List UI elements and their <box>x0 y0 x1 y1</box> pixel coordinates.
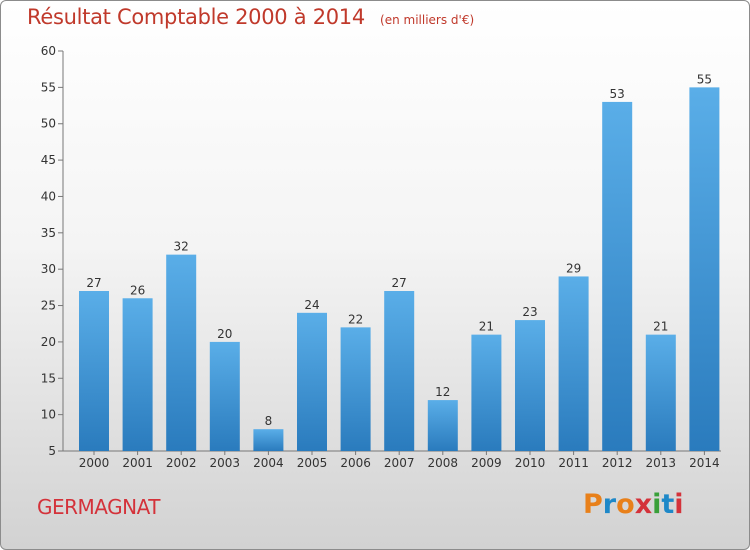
value-label-2007: 27 <box>392 276 407 290</box>
value-label-2000: 27 <box>86 276 101 290</box>
value-label-2008: 12 <box>435 385 450 399</box>
y-tick-label: 50 <box>41 117 56 131</box>
y-tick-label: 15 <box>41 371 56 385</box>
x-tick-label-2012: 2012 <box>602 456 633 470</box>
x-tick-label-2004: 2004 <box>253 456 284 470</box>
x-tick-label-2008: 2008 <box>428 456 459 470</box>
title-row: Résultat Comptable 2000 à 2014 (en milli… <box>27 5 474 29</box>
bar-2013 <box>645 334 676 451</box>
x-tick-label-2013: 2013 <box>646 456 677 470</box>
chart-subtitle: (en milliers d'€) <box>380 13 475 27</box>
value-label-2002: 32 <box>174 240 189 254</box>
x-tick-label-2005: 2005 <box>297 456 328 470</box>
bars <box>79 87 720 451</box>
proxiti-logo[interactable]: Proxiti <box>583 489 684 520</box>
x-tick-label-2014: 2014 <box>689 456 720 470</box>
x-tick-label-2010: 2010 <box>515 456 546 470</box>
x-tick-label-2007: 2007 <box>384 456 415 470</box>
value-label-2010: 23 <box>522 305 537 319</box>
x-tick-label-2002: 2002 <box>166 456 197 470</box>
x-tick-label-2001: 2001 <box>122 456 153 470</box>
value-label-2011: 29 <box>566 261 581 275</box>
logo-letter: r <box>602 489 617 520</box>
y-tick-label: 60 <box>41 44 56 58</box>
bar-2005 <box>297 312 327 451</box>
y-tick-label: 55 <box>41 80 56 94</box>
bar-2012 <box>602 101 633 451</box>
chart-title: Résultat Comptable 2000 à 2014 <box>27 5 365 29</box>
logo-letter: i <box>652 489 662 520</box>
x-tick-label-2003: 2003 <box>210 456 241 470</box>
x-tick-label-2009: 2009 <box>471 456 502 470</box>
commune-name: GERMAGNAT <box>37 495 160 519</box>
value-label-2001: 26 <box>130 283 145 297</box>
logo-letter: t <box>661 489 675 520</box>
value-label-2005: 24 <box>304 298 319 312</box>
value-label-2009: 21 <box>479 320 494 334</box>
bar-2003 <box>209 341 240 451</box>
bar-2010 <box>515 320 545 451</box>
value-label-2014: 55 <box>697 72 712 86</box>
y-tick-label: 10 <box>41 408 56 422</box>
bar-2002 <box>166 254 197 451</box>
logo-letter: x <box>634 489 653 520</box>
logo-letter: i <box>674 489 684 520</box>
value-label-2003: 20 <box>217 327 232 341</box>
logo-letter: P <box>583 489 603 520</box>
value-label-2004: 8 <box>265 414 273 428</box>
bar-2011 <box>558 276 589 451</box>
y-tick-label: 45 <box>41 153 56 167</box>
y-tick-label: 35 <box>41 226 56 240</box>
value-label-2013: 21 <box>653 320 668 334</box>
bar-2000 <box>79 291 109 451</box>
x-tick-label-2006: 2006 <box>340 456 371 470</box>
x-tick-label-2000: 2000 <box>79 456 110 470</box>
bar-2006 <box>340 327 371 451</box>
labels: 2000 27 2001 26 2002 32 2003 20 2004 8 2005 24 2006 2… <box>79 72 720 470</box>
y-tick-label: 5 <box>48 444 56 458</box>
bar-2009 <box>471 334 502 451</box>
y-tick-label: 25 <box>41 299 56 313</box>
y-tick-label: 30 <box>41 262 56 276</box>
y-tick-label: 20 <box>41 335 56 349</box>
y-tick-label: 40 <box>41 189 56 203</box>
bar-2001 <box>122 298 153 451</box>
value-label-2006: 22 <box>348 312 363 326</box>
x-tick-label-2011: 2011 <box>558 456 589 470</box>
logo-letter: o <box>616 489 635 520</box>
bar-2014 <box>689 87 720 451</box>
bar-2008 <box>427 400 458 451</box>
bar-2007 <box>384 291 415 451</box>
value-label-2012: 53 <box>610 87 625 101</box>
bar-2004 <box>253 429 284 451</box>
